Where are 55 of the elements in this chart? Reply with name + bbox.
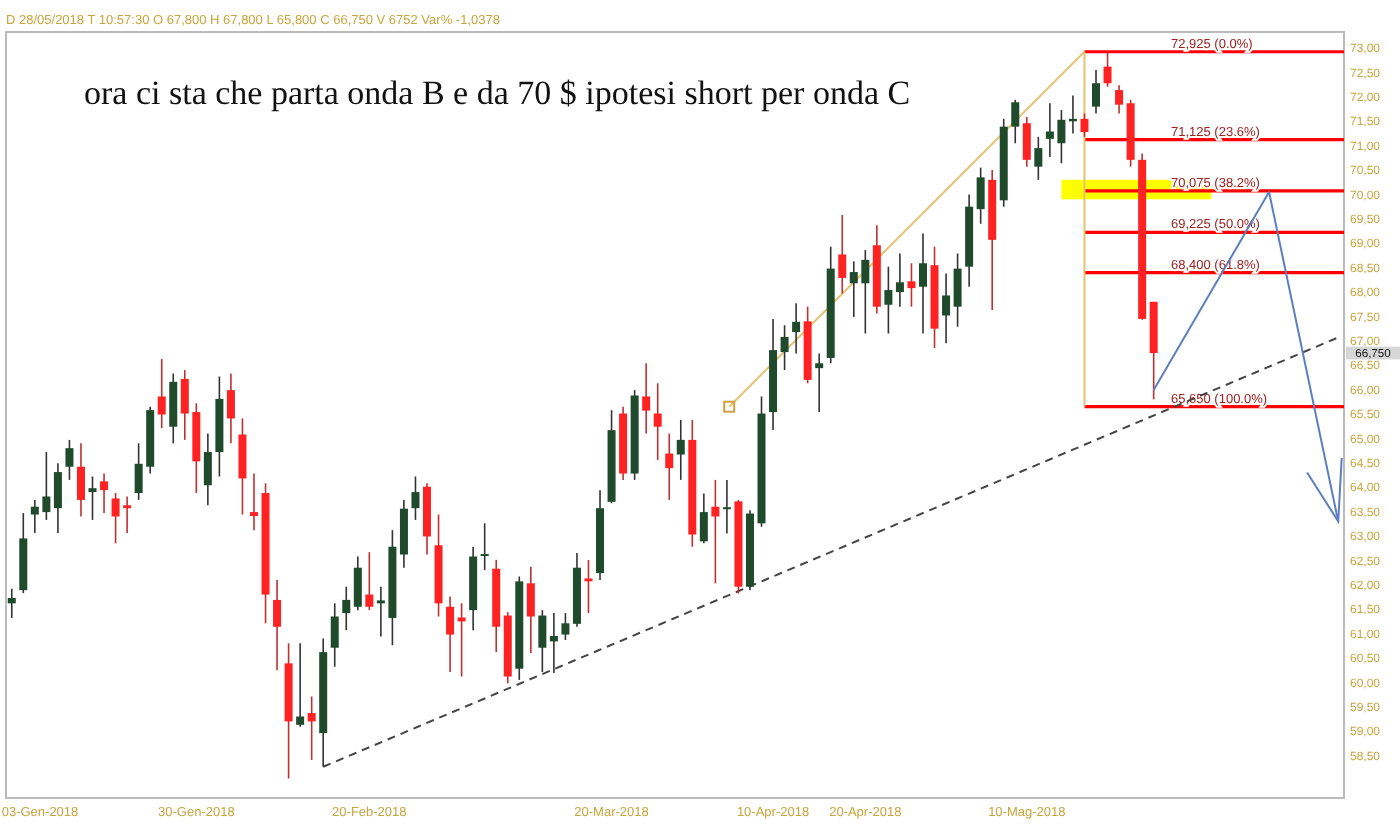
candlestick xyxy=(296,642,305,728)
candlestick xyxy=(480,522,489,571)
candlestick xyxy=(238,417,247,516)
candlestick xyxy=(838,214,847,295)
candlestick xyxy=(7,587,16,619)
candlestick xyxy=(780,324,789,371)
candlestick xyxy=(711,479,720,585)
candlestick xyxy=(457,602,466,678)
candlestick xyxy=(1092,69,1101,115)
candlestick xyxy=(1115,84,1124,115)
candlestick xyxy=(330,602,339,668)
candlestick xyxy=(53,462,62,534)
candlestick xyxy=(76,442,85,518)
candlestick xyxy=(665,432,674,501)
candlestick xyxy=(411,475,420,521)
candlestick xyxy=(907,262,916,308)
candlestick xyxy=(538,609,547,673)
candlestick xyxy=(100,472,109,514)
candlestick xyxy=(1103,50,1112,88)
candlestick xyxy=(699,492,708,545)
candlestick xyxy=(895,252,904,308)
candlestick xyxy=(676,419,685,481)
candlestick xyxy=(353,555,362,611)
candlestick xyxy=(792,302,801,355)
candlestick xyxy=(1022,116,1031,168)
candlestick xyxy=(1080,112,1089,138)
candlestick xyxy=(88,475,97,521)
candlestick xyxy=(342,585,351,631)
candlestick xyxy=(203,432,212,507)
candlestick xyxy=(722,479,731,535)
candlestick xyxy=(653,382,662,461)
candlestick xyxy=(169,372,178,445)
candlestick xyxy=(918,232,927,335)
candlestick xyxy=(976,166,985,225)
candlestick xyxy=(1011,99,1020,145)
candlestick xyxy=(157,358,166,429)
candlestick xyxy=(226,372,235,445)
candlestick xyxy=(561,612,570,641)
candlestick xyxy=(526,565,535,654)
candlestick xyxy=(249,472,258,531)
candlestick xyxy=(446,595,455,673)
candlestick xyxy=(815,352,824,413)
candlestick xyxy=(942,272,951,345)
candlestick xyxy=(399,499,408,569)
candlestick xyxy=(273,579,282,671)
candlestick xyxy=(642,362,651,435)
candlestick xyxy=(307,695,316,761)
candlestick xyxy=(365,551,374,611)
candlestick xyxy=(884,265,893,335)
text: ora ci sta che parta onda B e da 70 $ ipotesi short per onda C xyxy=(84,74,911,112)
candlestick xyxy=(584,559,593,614)
candlestick xyxy=(65,439,74,481)
candlestick xyxy=(1034,136,1043,181)
candlestick xyxy=(953,252,962,328)
candlestick xyxy=(549,612,558,674)
